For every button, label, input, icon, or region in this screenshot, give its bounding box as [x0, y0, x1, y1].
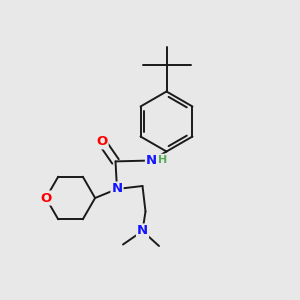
Text: O: O	[96, 135, 108, 148]
Text: N: N	[111, 182, 123, 196]
Text: O: O	[40, 191, 52, 205]
Text: N: N	[146, 154, 157, 167]
Text: H: H	[158, 154, 167, 165]
Text: N: N	[137, 224, 148, 238]
